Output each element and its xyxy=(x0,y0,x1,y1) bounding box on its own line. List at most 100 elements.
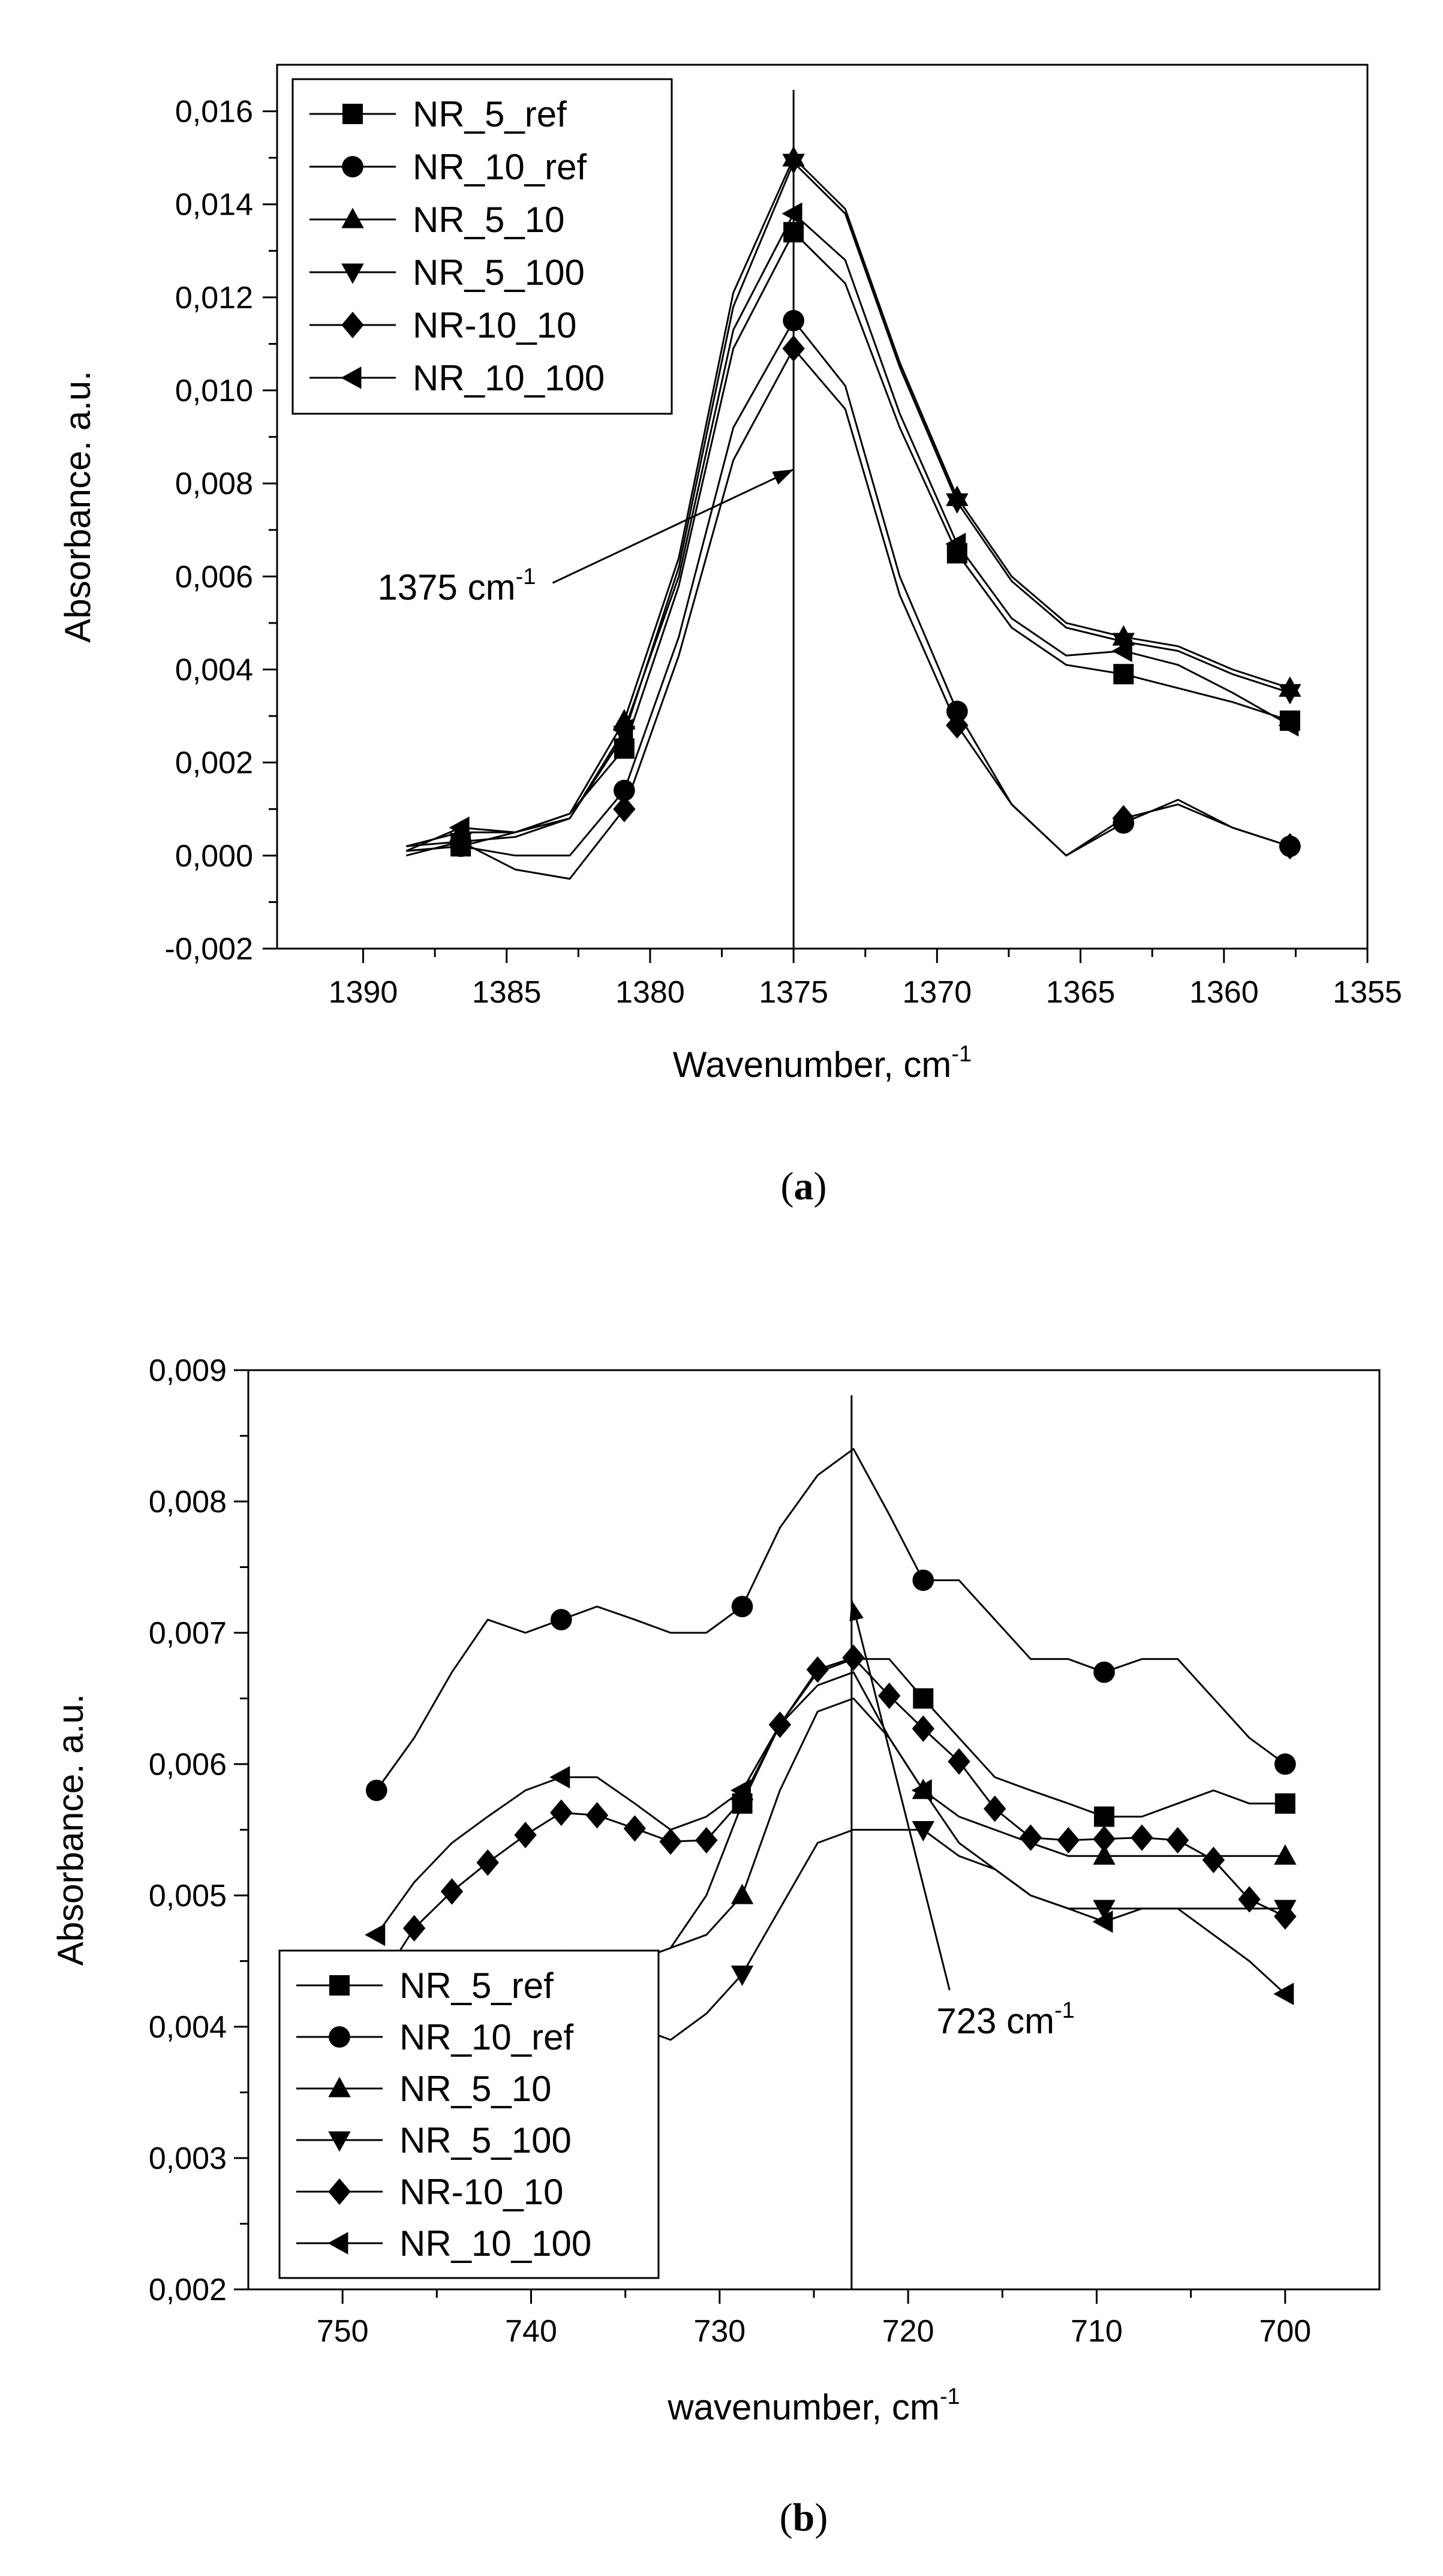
data-point-marker xyxy=(476,1849,499,1876)
peak-annotation-text: 723 cm xyxy=(936,2001,1054,2041)
legend-marker xyxy=(341,311,364,339)
data-point-marker xyxy=(1279,833,1301,860)
data-point-marker xyxy=(1274,1903,1297,1930)
legend-marker xyxy=(342,104,363,124)
annotation-arrowhead xyxy=(772,469,794,485)
legend-marker xyxy=(329,1975,350,1996)
data-point-marker xyxy=(1093,1661,1115,1683)
data-point-marker xyxy=(946,493,969,514)
data-point-marker xyxy=(585,1802,609,1829)
legend-marker xyxy=(328,2131,351,2152)
data-point-marker xyxy=(365,1924,386,1946)
y-axis-label: Absorbance. a.u. xyxy=(50,1694,91,1966)
data-point-marker xyxy=(449,816,470,839)
y-tick-label: -0,002 xyxy=(165,932,253,967)
data-point-marker xyxy=(783,309,805,332)
data-point-marker xyxy=(731,1596,753,1618)
panel-caption: (a) xyxy=(781,1164,827,1208)
annotation-arrow xyxy=(850,1599,951,1991)
data-point-marker xyxy=(984,1795,1006,1822)
data-point-marker xyxy=(781,202,802,225)
caption-open-paren: ( xyxy=(781,1164,794,1208)
data-point-marker xyxy=(1274,1844,1297,1865)
data-point-marker xyxy=(365,1779,387,1801)
data-point-marker xyxy=(613,796,636,823)
series-NR_5_ref xyxy=(376,1658,1295,1988)
x-tick-label: 1385 xyxy=(472,975,542,1010)
x-tick-label: 1375 xyxy=(759,975,828,1010)
chart-panel-a: -0,002 0,000 0,002 0,004 0,006 0,008 0,010 0,01… xyxy=(58,64,1402,1208)
data-point-marker xyxy=(1274,1753,1296,1775)
series-line xyxy=(405,157,1291,847)
x-tick-label: 730 xyxy=(693,2314,745,2349)
peak-annotation-text: 1375 cm xyxy=(377,567,515,607)
data-point-marker xyxy=(1278,714,1299,737)
series-line xyxy=(405,212,1291,852)
series-NR-10_10 xyxy=(375,1644,1297,1988)
x-tick-label: 1380 xyxy=(615,975,685,1010)
data-point-marker xyxy=(659,1828,682,1855)
legend-marker xyxy=(341,366,362,389)
legend-label: NR_10_100 xyxy=(413,358,605,398)
caption-close-paren: ) xyxy=(814,1164,827,1208)
y-tick-label: 0,002 xyxy=(175,746,253,781)
data-point-marker xyxy=(1112,805,1135,832)
data-point-marker xyxy=(695,1826,718,1854)
legend-marker xyxy=(342,156,363,177)
data-point-marker xyxy=(842,1644,865,1671)
data-point-marker xyxy=(1238,1886,1261,1913)
x-axis-label-text: Wavenumber, cm xyxy=(673,1045,952,1085)
series-line xyxy=(375,1671,1286,1995)
data-point-marker xyxy=(612,718,633,742)
y-axis-label: Absorbance. a.u. xyxy=(58,371,98,643)
data-point-marker xyxy=(946,712,969,739)
legend-box xyxy=(291,78,673,415)
y-tick-label: 0,008 xyxy=(149,1485,227,1519)
legend: NR_5_ref NR_10_ref NR_5_10 NR_5_100 NR-10_10… xyxy=(278,1949,660,2279)
chart-panel-b: 0,002 0,003 0,004 0,005 0,006 0,007 0,008 0,009… xyxy=(50,1353,1381,2539)
legend-marker xyxy=(329,2026,350,2048)
legend-label: NR_5_10 xyxy=(399,2069,552,2109)
data-point-marker xyxy=(1111,639,1132,663)
y-tick-label: 0,006 xyxy=(175,559,253,594)
data-point-marker xyxy=(782,335,805,362)
caption-letter: a xyxy=(794,1164,814,1208)
legend: NR_5_ref NR_10_ref NR_5_10 NR_5_100 NR-10_10… xyxy=(291,78,673,415)
x-tick-label: 750 xyxy=(317,2314,369,2349)
legend-marker xyxy=(341,207,364,228)
legend-label: NR_5_ref xyxy=(413,94,567,134)
data-point-marker xyxy=(806,1656,829,1683)
data-point-marker xyxy=(550,1799,573,1826)
x-tick-label: 1365 xyxy=(1046,975,1116,1010)
data-point-marker xyxy=(1019,1824,1042,1851)
annotation-arrow xyxy=(552,468,794,584)
legend-label: NR_10_100 xyxy=(399,2223,591,2264)
data-point-marker xyxy=(913,1688,934,1709)
x-axis-label-sup: -1 xyxy=(940,2384,960,2409)
series-NR_10_ref xyxy=(365,1448,1296,1801)
panel-caption: (b) xyxy=(780,2496,828,2539)
x-axis-label-text: wavenumber, cm xyxy=(667,2387,940,2427)
data-point-marker xyxy=(1113,664,1134,685)
legend-label: NR_5_100 xyxy=(399,2120,572,2160)
peak-annotation-sup: -1 xyxy=(516,564,536,589)
data-point-marker xyxy=(948,1748,970,1775)
x-tick-label: 710 xyxy=(1071,2314,1123,2349)
y-tick-label: 0,003 xyxy=(149,2141,227,2176)
y-tick-label: 0,008 xyxy=(175,467,253,501)
data-point-marker xyxy=(1166,1826,1189,1854)
peak-annotation-sup: -1 xyxy=(1054,1998,1075,2023)
data-point-marker xyxy=(1273,1982,1294,2005)
data-point-marker xyxy=(550,1609,572,1630)
data-point-marker xyxy=(912,1715,935,1742)
data-point-marker xyxy=(1093,1825,1116,1852)
data-point-marker xyxy=(912,1821,935,1842)
data-point-marker xyxy=(402,1915,426,1942)
data-point-marker xyxy=(1094,1806,1115,1827)
data-point-marker xyxy=(878,1683,901,1710)
x-axis-label: Wavenumber, cm-1 xyxy=(673,1042,972,1085)
data-point-marker xyxy=(1274,1793,1295,1814)
data-point-marker xyxy=(1093,1844,1116,1865)
y-tick-label: 0,012 xyxy=(175,281,253,315)
y-tick-label: 0,004 xyxy=(149,2010,227,2045)
